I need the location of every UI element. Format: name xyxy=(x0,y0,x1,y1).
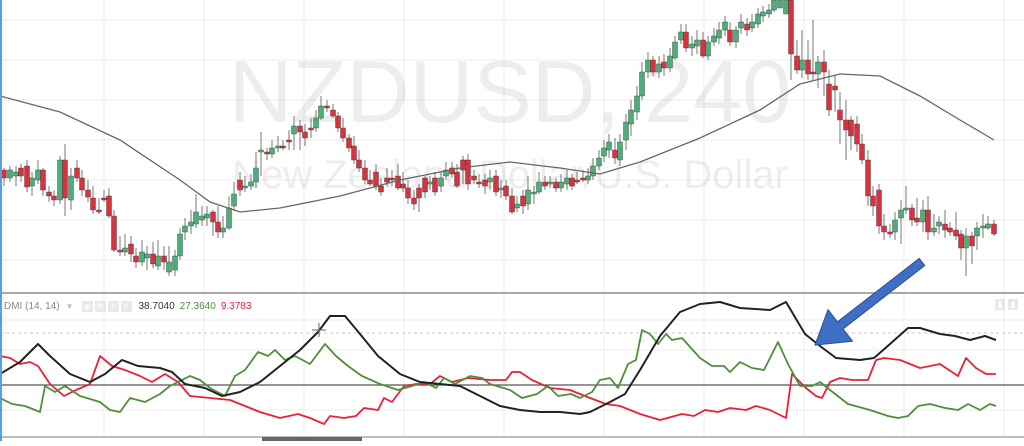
pane-controls: ▮ ▮ xyxy=(995,299,1018,310)
eye-icon[interactable]: ◉ xyxy=(81,300,93,312)
plus-di-value: 27.3640 xyxy=(179,300,216,312)
watermark-description: New Zealand Dollar/U.S. Dollar xyxy=(232,153,788,197)
left-edge xyxy=(0,0,2,441)
time-scrollbar[interactable] xyxy=(262,437,362,441)
watermark: NZDUSD, 240 New Zealand Dollar/U.S. Doll… xyxy=(229,42,791,197)
annotation-arrow-icon xyxy=(814,257,926,346)
minus-di-value: 9.3783 xyxy=(220,300,252,312)
move-pane-up-icon[interactable]: ▮ xyxy=(995,299,1005,310)
watermark-symbol: NZDUSD, 240 xyxy=(229,42,791,141)
close-icon[interactable]: × xyxy=(120,300,132,312)
dmi-legend: DMI (14, 14) ▼ ◉ ⚙ + × 38.7040 27.3640 9… xyxy=(4,298,251,314)
moving-average-line xyxy=(0,73,995,213)
indicator-name[interactable]: DMI (14, 14) xyxy=(4,300,60,312)
maximize-pane-icon[interactable]: ▮ xyxy=(1008,299,1018,310)
price-candles xyxy=(1,0,997,276)
chevron-down-icon[interactable]: ▼ xyxy=(65,301,74,311)
grid xyxy=(0,0,1024,437)
gear-icon[interactable]: ⚙ xyxy=(94,300,106,312)
dmi-lines xyxy=(0,301,997,425)
plus-icon[interactable]: + xyxy=(107,300,119,312)
adx-value: 38.7040 xyxy=(138,300,175,312)
crosshair-icon xyxy=(312,323,326,337)
